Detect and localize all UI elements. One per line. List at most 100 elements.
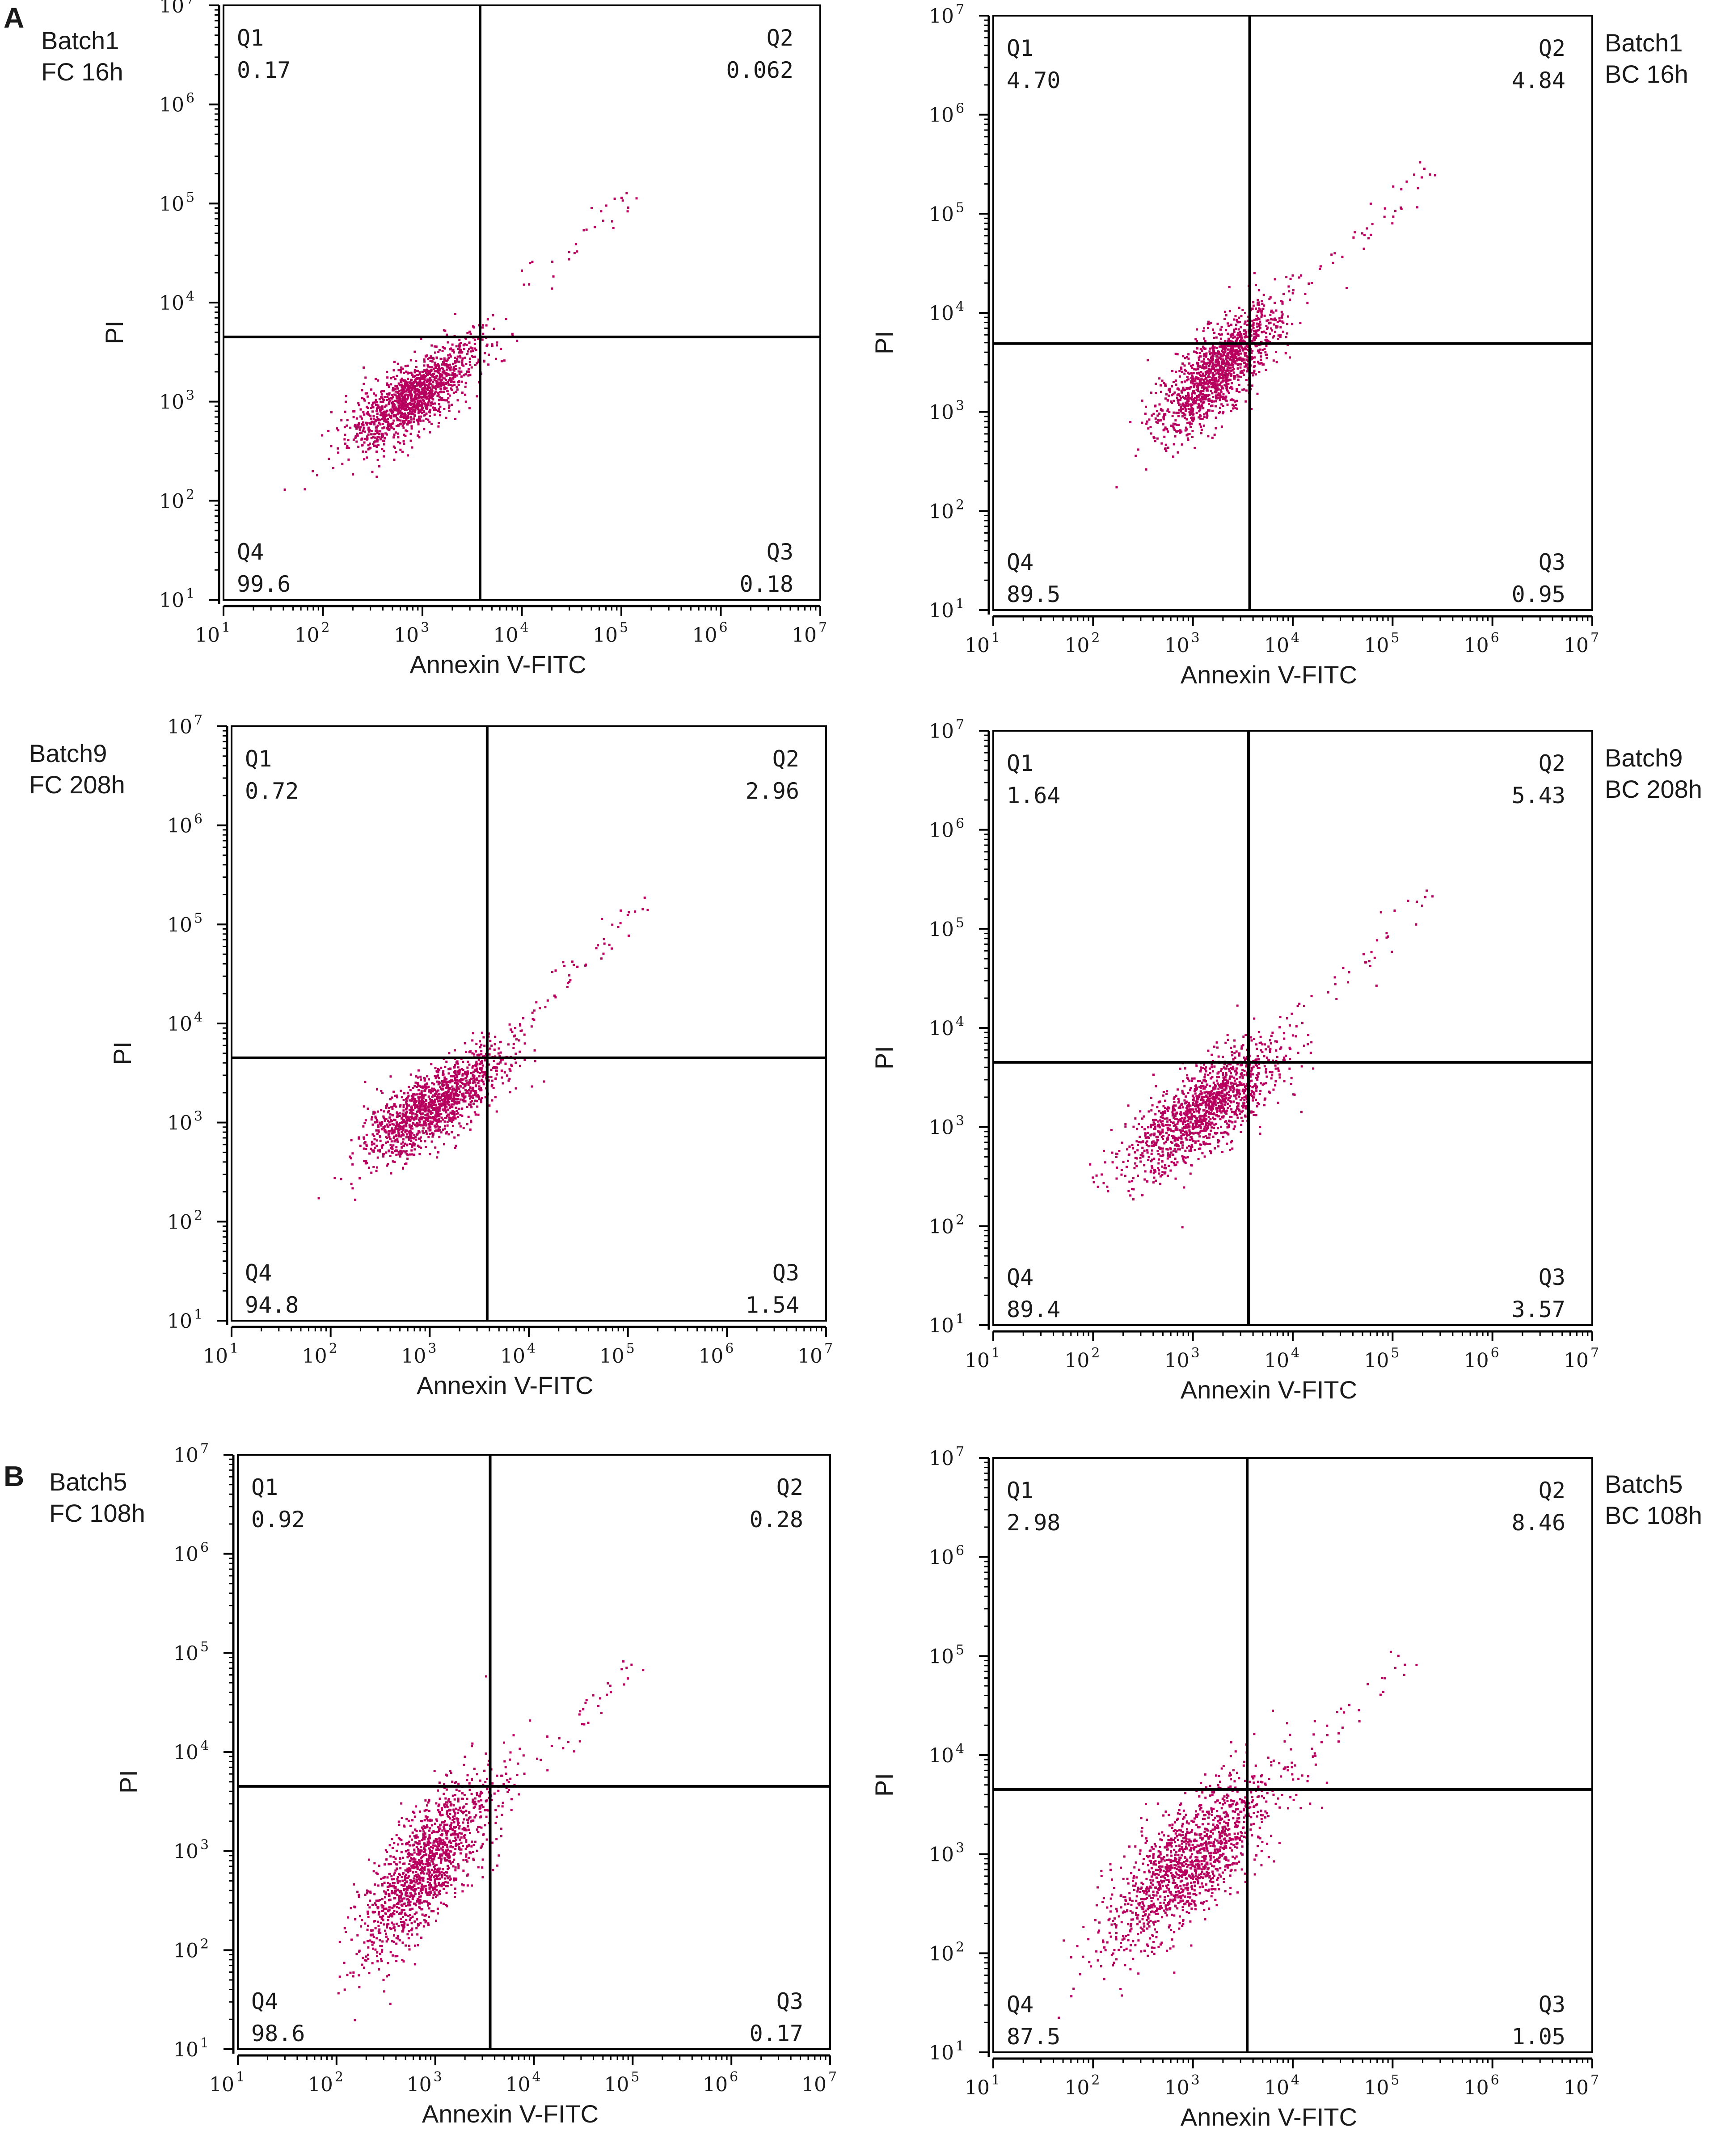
event-dot	[388, 393, 390, 396]
event-dot	[464, 400, 467, 403]
event-dot	[376, 412, 379, 415]
event-dot	[1269, 333, 1271, 335]
event-dot	[1115, 486, 1118, 488]
event-dot	[439, 368, 441, 371]
event-dot	[1285, 336, 1287, 338]
event-dot	[452, 392, 455, 394]
event-dot	[436, 1107, 439, 1109]
event-dot	[399, 1115, 401, 1117]
event-dot	[378, 465, 380, 467]
event-dot	[494, 1036, 497, 1038]
event-dot	[603, 938, 605, 940]
event-dot	[452, 1087, 455, 1090]
quadrant-name-q4: Q4	[245, 1260, 272, 1286]
event-dot	[472, 1070, 475, 1073]
event-dot	[1214, 1101, 1217, 1104]
event-dot	[435, 1129, 438, 1132]
event-dot	[417, 1084, 420, 1087]
event-dot	[419, 1105, 422, 1108]
event-dot	[447, 1133, 450, 1136]
event-dot	[1270, 309, 1273, 312]
event-dot	[1199, 355, 1202, 358]
event-dot	[443, 1127, 446, 1130]
event-dot	[1190, 380, 1193, 383]
event-dot	[1281, 316, 1283, 319]
event-dot	[443, 1143, 445, 1145]
event-dot	[1176, 396, 1178, 399]
event-dot	[1201, 1081, 1203, 1084]
event-dot	[433, 413, 436, 416]
event-dot	[372, 415, 375, 417]
event-dot	[585, 963, 587, 966]
event-dot	[411, 1109, 413, 1112]
event-dot	[1171, 385, 1173, 387]
event-dot	[469, 1082, 472, 1084]
flow-plot-3: 10 110 210 310 410 510 610 710 1 10 2 10 3 10 4 10 5 10 6 1…	[29, 712, 833, 1399]
event-dot	[385, 1151, 388, 1154]
x-tick-exponent: 6	[1491, 630, 1499, 646]
event-dot	[387, 384, 390, 387]
event-dot	[445, 1116, 447, 1119]
event-dot	[539, 1007, 541, 1010]
event-dot	[431, 1120, 434, 1123]
event-dot	[451, 1120, 453, 1123]
event-dot	[1216, 371, 1219, 374]
event-dot	[400, 380, 402, 383]
event-dot	[1269, 321, 1272, 324]
event-dot	[430, 369, 433, 372]
event-dot	[1200, 371, 1202, 374]
event-dot	[363, 366, 365, 369]
event-dot	[1158, 377, 1161, 380]
event-dot	[1405, 180, 1408, 183]
event-dot	[390, 1106, 393, 1108]
event-dot	[519, 1065, 521, 1067]
event-dot	[1164, 443, 1167, 446]
event-dot	[400, 383, 403, 386]
event-dot	[402, 396, 405, 398]
event-dot	[421, 1085, 424, 1088]
event-dot	[403, 1119, 405, 1121]
event-dot	[1229, 356, 1232, 358]
event-dot	[1222, 359, 1225, 362]
event-dot	[421, 381, 424, 384]
event-dot	[469, 1128, 472, 1131]
event-dot	[1214, 391, 1216, 393]
event-dot	[394, 1139, 397, 1141]
event-dot	[419, 1110, 422, 1112]
event-dot	[1226, 386, 1228, 388]
event-dot	[1245, 324, 1248, 326]
event-dot	[397, 1135, 400, 1138]
event-dot	[1240, 339, 1242, 341]
event-dot	[1211, 364, 1214, 366]
event-dot	[1208, 323, 1211, 325]
event-dot	[493, 1049, 496, 1051]
event-dot	[1413, 173, 1416, 176]
event-dot	[1423, 167, 1426, 170]
x-tick-label: 10	[1264, 634, 1289, 657]
event-dot	[1205, 363, 1208, 366]
event-dot	[595, 947, 598, 950]
event-dot	[402, 1127, 405, 1129]
event-dot	[478, 1098, 481, 1100]
event-dot	[520, 270, 523, 272]
event-dot	[405, 389, 408, 392]
event-dot	[426, 1112, 429, 1115]
event-dot	[416, 1114, 418, 1117]
x-tick-label: 10	[1164, 634, 1190, 657]
event-dot	[375, 399, 377, 401]
event-dot	[1215, 379, 1217, 381]
event-dot	[377, 444, 380, 446]
event-dot	[1203, 1063, 1206, 1066]
event-dot	[1172, 1154, 1174, 1156]
event-dot	[1229, 333, 1232, 336]
event-dot	[425, 384, 428, 387]
event-dot	[464, 1042, 466, 1044]
event-dot	[413, 1133, 416, 1136]
event-dot	[1217, 380, 1220, 383]
event-dot	[395, 1154, 398, 1156]
event-dot	[1184, 397, 1187, 400]
plot-frame	[992, 730, 1593, 1326]
event-dot	[1253, 333, 1256, 335]
event-dot	[443, 1076, 446, 1079]
event-dot	[391, 1107, 394, 1110]
